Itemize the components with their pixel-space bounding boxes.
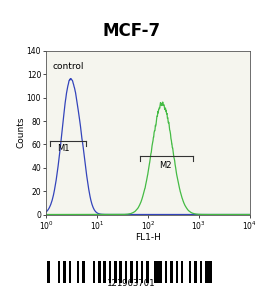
Bar: [189, 261, 191, 283]
Bar: [109, 261, 111, 283]
Bar: [69, 261, 71, 283]
Y-axis label: Counts: Counts: [16, 117, 25, 148]
Text: 121963701: 121963701: [107, 279, 156, 288]
Bar: [98, 261, 100, 283]
Bar: [58, 261, 60, 283]
Bar: [165, 261, 167, 283]
Bar: [200, 261, 202, 283]
Bar: [170, 261, 173, 283]
Bar: [125, 261, 127, 283]
Bar: [176, 261, 178, 283]
Bar: [181, 261, 183, 283]
Bar: [154, 261, 161, 283]
Bar: [114, 261, 117, 283]
Bar: [146, 261, 149, 283]
X-axis label: FL1-H: FL1-H: [135, 233, 161, 242]
Bar: [82, 261, 84, 283]
Text: MCF-7: MCF-7: [102, 22, 161, 40]
Bar: [205, 261, 212, 283]
Bar: [141, 261, 143, 283]
Bar: [119, 261, 122, 283]
Bar: [130, 261, 133, 283]
Text: control: control: [52, 61, 84, 70]
Bar: [135, 261, 138, 283]
Bar: [47, 261, 50, 283]
Bar: [103, 261, 106, 283]
Text: M1: M1: [58, 144, 70, 153]
Bar: [77, 261, 79, 283]
Bar: [93, 261, 95, 283]
Bar: [63, 261, 66, 283]
Bar: [194, 261, 197, 283]
Text: M2: M2: [160, 161, 172, 170]
